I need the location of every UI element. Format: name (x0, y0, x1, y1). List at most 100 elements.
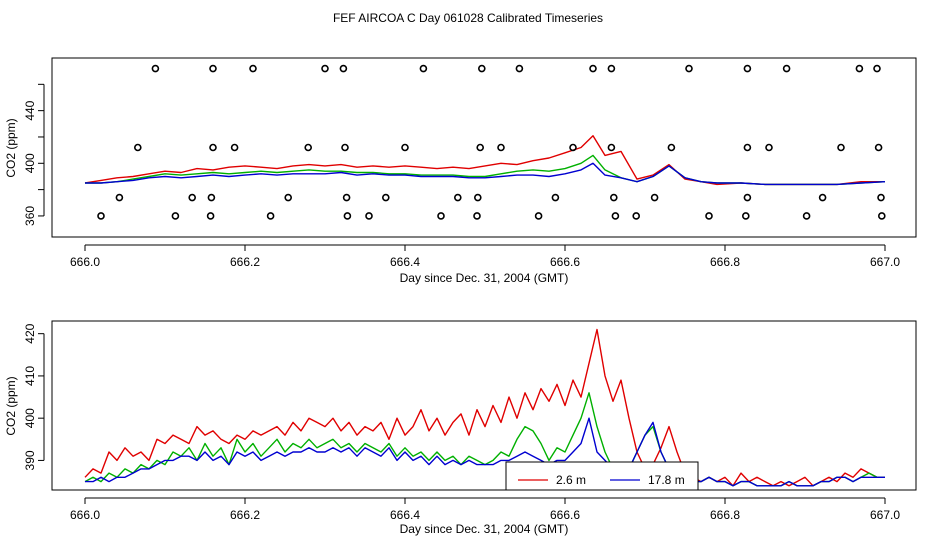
marker-point (151, 64, 160, 73)
top-x-tick-label: 666.2 (230, 255, 260, 269)
top-x-axis: 666.0 666.2 666.4 666.6 666.8 667.0 (70, 244, 900, 269)
bottom-y-tick-label: 420 (23, 323, 37, 343)
bottom-series-lines (84, 328, 885, 487)
marker-point (134, 143, 142, 152)
marker-point (685, 64, 693, 73)
marker-point (650, 193, 659, 202)
marker-point (632, 212, 641, 220)
bottom-x-tick-label: 666.8 (710, 508, 740, 522)
bottom-x-tick-label: 666.4 (390, 508, 420, 522)
top-x-tick-label: 666.4 (390, 255, 420, 269)
bottom-panel: 666.0 666.2 666.4 666.6 666.8 667.0 390 400 410… (4, 320, 917, 536)
marker-point (589, 64, 597, 73)
marker-point (877, 193, 885, 202)
top-y-axis: 360 400 440 (23, 83, 45, 226)
marker-point (837, 143, 845, 152)
marker-point (207, 193, 216, 202)
top-x-tick-label: 666.6 (550, 255, 580, 269)
top-x-axis-label: Day since Dec. 31, 2004 (GMT) (400, 271, 569, 285)
marker-point (818, 193, 827, 202)
marker-point (802, 212, 811, 220)
top-x-tick-label: 666.8 (710, 255, 740, 269)
marker-point (477, 64, 486, 73)
marker-point (611, 212, 620, 220)
top-x-tick-label: 666.0 (70, 255, 100, 269)
top-marker-points (97, 64, 886, 220)
marker-point (97, 212, 105, 220)
marker-point (209, 64, 217, 73)
marker-point (476, 143, 485, 152)
top-series-lines (84, 135, 886, 186)
marker-point (741, 212, 750, 220)
marker-point (534, 212, 543, 220)
bottom-y-tick-label: 400 (23, 408, 37, 428)
marker-point (855, 64, 864, 73)
bottom-x-tick-label: 667.0 (870, 508, 900, 522)
bottom-x-axis-label: Day since Dec. 31, 2004 (GMT) (400, 522, 569, 536)
marker-point (266, 212, 275, 220)
marker-point (667, 143, 676, 152)
marker-point (381, 193, 390, 202)
top-y-tick-label: 440 (23, 100, 37, 120)
bottom-x-tick-label: 666.6 (550, 508, 580, 522)
marker-point (321, 64, 329, 73)
marker-point (115, 193, 124, 202)
top-panel: 666.0 666.2 666.4 666.6 666.8 667.0 360 400 440… (4, 57, 917, 285)
marker-point (873, 64, 881, 73)
marker-point (206, 212, 215, 220)
marker-point (743, 143, 752, 152)
marker-point (365, 212, 373, 220)
marker-point (341, 143, 349, 152)
marker-point (437, 212, 445, 220)
marker-point (171, 212, 180, 220)
figure-title: FEF AIRCOA C Day 061028 Calibrated Times… (333, 11, 603, 25)
marker-point (188, 193, 196, 202)
top-y-tick-label: 360 (23, 206, 37, 226)
bottom-y-tick-label: 410 (23, 366, 37, 386)
bottom-series-2-6-m (84, 328, 885, 487)
marker-point (343, 212, 352, 220)
marker-point (230, 143, 239, 152)
bottom-series-green (84, 392, 885, 487)
marker-point (304, 143, 313, 152)
marker-point (874, 143, 883, 152)
bottom-y-axis: 390 400 410 420 (23, 323, 45, 470)
top-series-17-8-m (85, 162, 886, 186)
marker-point (705, 212, 713, 220)
marker-point (782, 64, 791, 73)
marker-point (497, 143, 505, 152)
marker-point (569, 143, 577, 152)
bottom-y-axis-label: CO2 (ppm) (4, 376, 18, 435)
bottom-series-17-8-m (85, 417, 885, 487)
marker-point (453, 193, 462, 202)
bottom-y-tick-label: 390 (23, 450, 37, 470)
legend-label-17-8m: 17.8 m (648, 473, 685, 487)
marker-point (339, 64, 348, 73)
marker-point (209, 143, 217, 152)
bottom-x-axis: 666.0 666.2 666.4 666.6 666.8 667.0 (70, 497, 900, 522)
marker-point (284, 193, 293, 202)
marker-point (551, 193, 560, 202)
marker-point (342, 193, 351, 202)
marker-point (607, 143, 616, 152)
marker-point (609, 193, 618, 202)
marker-point (249, 64, 257, 73)
top-x-tick-label: 667.0 (870, 255, 900, 269)
legend-label-2-6m: 2.6 m (556, 473, 586, 487)
marker-point (515, 64, 524, 73)
marker-point (743, 193, 752, 202)
legend-box (505, 461, 699, 491)
bottom-x-tick-label: 666.2 (230, 508, 260, 522)
top-plot-frame (51, 57, 917, 238)
bottom-x-tick-label: 666.0 (70, 508, 100, 522)
marker-point (419, 64, 428, 73)
top-y-axis-label: CO2 (ppm) (4, 118, 18, 177)
marker-point (401, 143, 409, 152)
marker-point (743, 64, 752, 73)
marker-point (765, 143, 773, 152)
marker-point (877, 212, 886, 220)
marker-point (473, 193, 482, 202)
bottom-plot-frame (51, 320, 917, 491)
marker-point (607, 64, 616, 73)
